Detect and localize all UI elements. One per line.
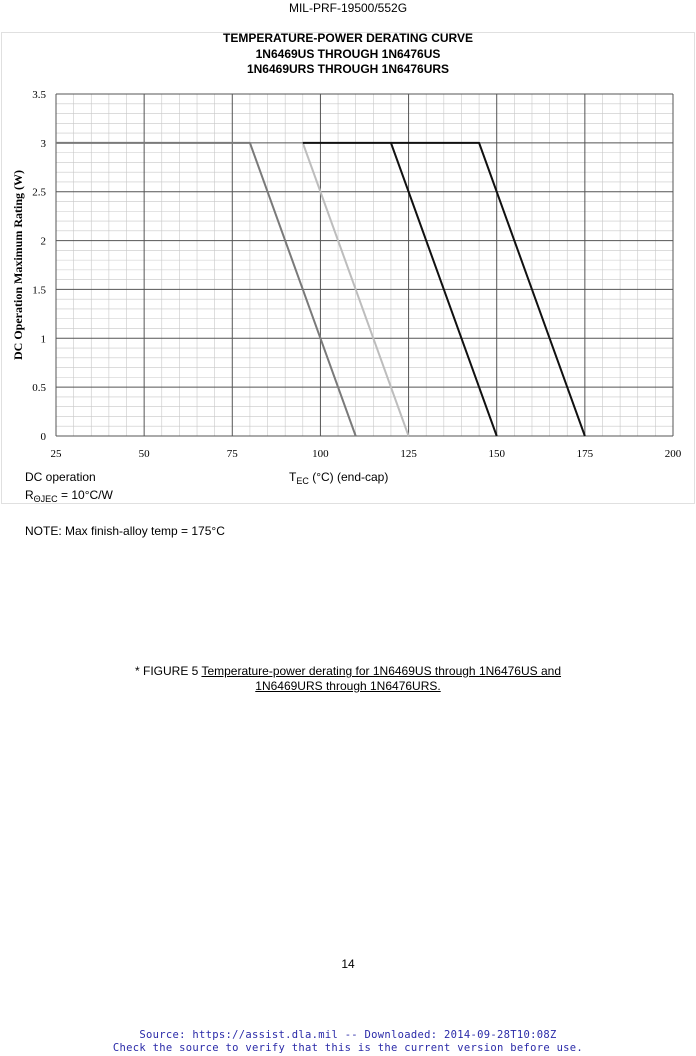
chart-title-line-3: 1N6469URS THROUGH 1N6476URS (246, 62, 450, 76)
tick-labels: 25 50 75 100 125 150 175 200 0 0.5 1 1.5 2 2.5 3 3.5 (32, 89, 682, 460)
x-tick-label: 175 (577, 448, 594, 460)
y-tick-label: 3 (41, 138, 47, 150)
x-tick-label: 200 (665, 448, 682, 460)
source-line-2: Check the source to verify that this is … (112, 1042, 584, 1054)
major-grid (55, 93, 674, 437)
x-tick-label: 125 (400, 448, 417, 460)
y-tick-label: 1.5 (32, 284, 46, 296)
dc-operation-label: DC operation (25, 470, 96, 484)
x-tick-label: 75 (227, 448, 239, 460)
thermal-resistance-label: RΘJEC = 10°C/W (25, 488, 113, 504)
source-note: Source: https://assist.dla.mil -- Downlo… (0, 1029, 696, 1055)
y-tick-label: 0 (41, 431, 47, 443)
page-number: 14 (341, 957, 355, 971)
y-tick-label: 2 (41, 236, 47, 248)
x-tick-label: 100 (312, 448, 329, 460)
series-line-1 (56, 141, 357, 437)
source-line-1: Source: https://assist.dla.mil -- Downlo… (139, 1029, 557, 1041)
figure-caption-line-2: 1N6469URS through 1N6476URS. (255, 679, 441, 693)
series-layer (56, 141, 586, 437)
x-tick-label: 150 (488, 448, 505, 460)
chart-frame (1, 32, 695, 504)
minor-grid (56, 94, 673, 436)
y-tick-label: 1 (41, 333, 47, 345)
x-tick-label: 50 (139, 448, 151, 460)
x-axis-label: TEC (°C) (end-cap) (289, 470, 389, 486)
y-tick-label: 3.5 (32, 89, 46, 101)
y-tick-label: 2.5 (32, 187, 46, 199)
y-tick-label: 0.5 (32, 382, 46, 394)
document-header: MIL-PRF-19500/552G (288, 1, 408, 15)
series-line-4 (390, 141, 586, 437)
x-tick-label: 25 (51, 448, 63, 460)
max-temp-note: NOTE: Max finish-alloy temp = 175°C (25, 524, 225, 538)
y-axis-label: DC Operation Maximum Rating (W) (11, 170, 25, 360)
figure-caption-line-1: Temperature-power derating for 1N6469US … (201, 664, 562, 678)
derating-chart: 25 50 75 100 125 150 175 200 0 0.5 1 1.5 2 2.5 3 3.5 DC… (11, 89, 682, 460)
figure-prefix: * FIGURE 5 (134, 664, 202, 678)
chart-title-line-1: TEMPERATURE-POWER DERATING CURVE (222, 31, 473, 45)
chart-title: TEMPERATURE-POWER DERATING CURVE 1N6469U… (0, 31, 696, 78)
figure-caption: * FIGURE 5 Temperature-power derating fo… (0, 664, 696, 694)
chart-title-line-2: 1N6469US THROUGH 1N6476US (255, 46, 441, 61)
series-line-2 (301, 142, 410, 437)
